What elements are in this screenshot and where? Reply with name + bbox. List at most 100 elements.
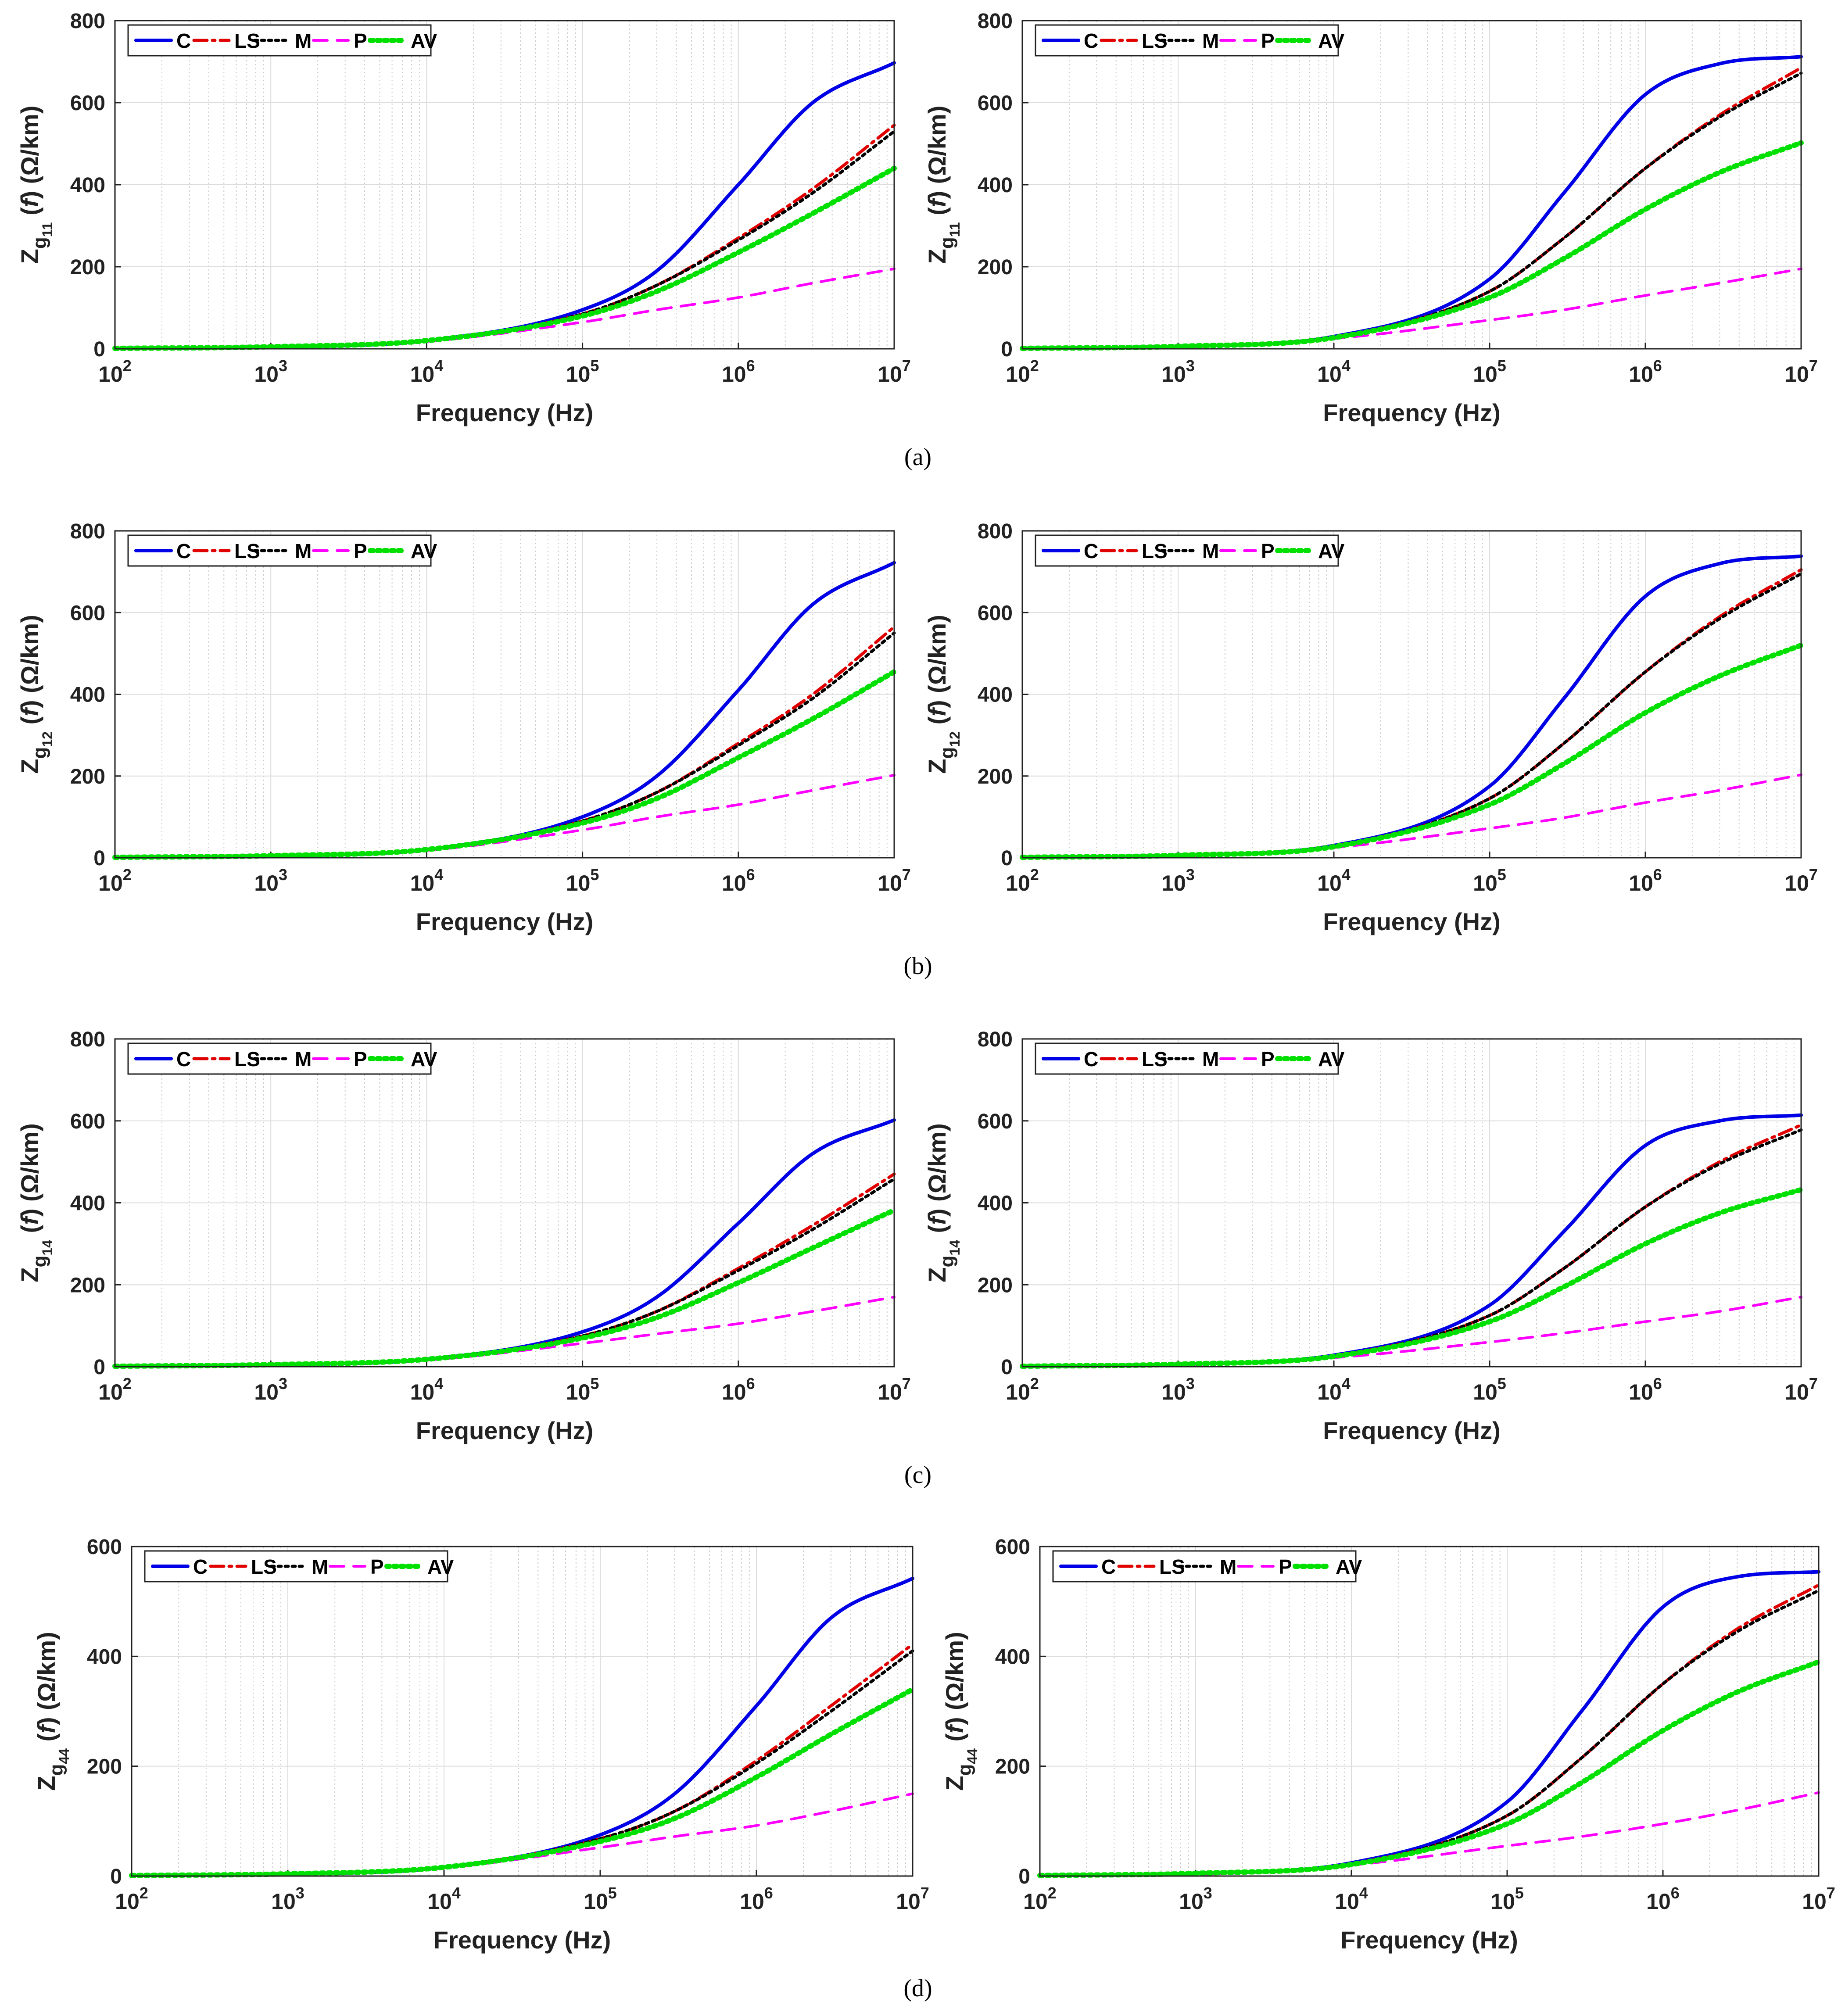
legend-label-P: P (1261, 1048, 1275, 1071)
caption-b: (b) (903, 952, 932, 980)
y-tick-label: 600 (70, 92, 105, 115)
x-tick-label: 102 (1006, 866, 1039, 895)
x-tick-label: 107 (1784, 357, 1818, 387)
y-tick-label: 0 (1001, 338, 1013, 361)
x-tick-label: 106 (722, 1375, 755, 1404)
legend-label-AV: AV (1318, 29, 1345, 52)
y-tick-label: 400 (978, 1192, 1013, 1215)
legend-label-P: P (354, 29, 367, 52)
legend-label-P: P (370, 1555, 384, 1578)
legend-label-C: C (193, 1555, 208, 1578)
y-tick-label: 200 (978, 1274, 1013, 1297)
x-tick-label: 107 (878, 866, 911, 895)
x-tick-label: 107 (1784, 1375, 1818, 1404)
y-tick-label: 600 (70, 602, 105, 625)
legend-label-M: M (1202, 540, 1219, 562)
legend-label-C: C (1084, 540, 1098, 562)
x-tick-label: 105 (1473, 357, 1506, 387)
axes-box (131, 1546, 914, 1877)
legend-label-M: M (1202, 29, 1219, 52)
y-tick-label: 0 (93, 847, 105, 870)
legend-label-C: C (176, 29, 191, 52)
plot-area (132, 1547, 913, 1876)
x-tick-label: 103 (1161, 357, 1195, 387)
legend: C LS M P AV (1035, 534, 1345, 567)
legend-label-AV: AV (1318, 540, 1345, 562)
y-axis-label: Zg11 (f) (Ω/km) (923, 106, 963, 264)
caption-a: (a) (904, 444, 932, 471)
x-tick-label: 107 (1784, 866, 1818, 895)
x-tick-label: 106 (722, 357, 755, 387)
x-tick-label: 107 (896, 1884, 929, 1914)
legend-label-M: M (312, 1555, 328, 1578)
x-tick-label: 102 (98, 357, 132, 387)
x-tick-label: 107 (878, 1375, 911, 1404)
x-tick-label: 104 (1317, 1375, 1351, 1404)
x-tick-label: 102 (98, 1375, 132, 1404)
x-tick-label: 105 (1490, 1884, 1524, 1914)
y-tick-label: 400 (978, 174, 1013, 197)
axes-box (114, 20, 895, 350)
legend-label-C: C (176, 1048, 191, 1071)
x-tick-label: 106 (1629, 866, 1662, 895)
series-line-AV (112, 669, 897, 860)
legend-label-P: P (1261, 29, 1275, 52)
x-tick-label: 106 (1646, 1884, 1680, 1914)
y-axis-label: Zg14 (f) (Ω/km) (923, 1123, 963, 1282)
x-tick-label: 102 (115, 1884, 148, 1914)
axes-box (1021, 20, 1802, 350)
x-tick-label: 103 (254, 1375, 287, 1404)
legend-label-AV: AV (427, 1555, 454, 1578)
legend-label-P: P (354, 1048, 367, 1071)
x-tick-label: 102 (1006, 1375, 1039, 1404)
x-axis-label: Frequency (Hz) (416, 399, 594, 426)
x-tick-label: 105 (566, 866, 599, 895)
y-tick-label: 0 (1001, 847, 1013, 870)
legend: C LS M P AV (1052, 1550, 1362, 1583)
y-tick-label: 800 (70, 10, 105, 33)
y-tick-label: 600 (978, 92, 1013, 115)
x-tick-label: 104 (410, 866, 444, 895)
legend-label-AV: AV (1318, 1048, 1345, 1071)
legend-label-P: P (354, 540, 367, 562)
y-axis-label: Zg12 (f) (Ω/km) (923, 615, 963, 773)
x-tick-label: 105 (584, 1884, 617, 1914)
y-tick-label: 200 (70, 765, 105, 788)
y-tick-label: 200 (995, 1755, 1030, 1779)
legend-label-M: M (295, 540, 312, 562)
x-tick-label: 105 (1473, 1375, 1506, 1404)
legend-label-M: M (295, 29, 312, 52)
y-tick-label: 600 (978, 1110, 1013, 1133)
y-tick-label: 800 (978, 1028, 1013, 1051)
x-tick-label: 102 (1006, 357, 1039, 387)
x-tick-label: 104 (1335, 1884, 1368, 1914)
axes-box (1021, 530, 1802, 859)
x-tick-label: 103 (254, 866, 287, 895)
x-tick-label: 105 (566, 357, 599, 387)
x-tick-label: 102 (98, 866, 132, 895)
x-tick-label: 107 (878, 357, 911, 387)
x-axis-label: Frequency (Hz) (1323, 1417, 1501, 1444)
x-tick-label: 105 (566, 1375, 599, 1404)
legend-label-P: P (1279, 1555, 1292, 1578)
y-axis-label: Zg44 (f) (Ω/km) (941, 1632, 980, 1790)
x-tick-label: 107 (1802, 1884, 1835, 1914)
series-line-AV (1020, 140, 1804, 351)
y-tick-label: 400 (87, 1645, 122, 1669)
series-line-AV (1020, 642, 1804, 860)
axes-box (114, 530, 895, 859)
series-line-AV (129, 1687, 915, 1878)
y-tick-label: 200 (70, 1274, 105, 1297)
y-tick-label: 0 (1018, 1865, 1030, 1888)
legend-label-P: P (1261, 540, 1275, 562)
y-tick-label: 600 (87, 1536, 122, 1559)
x-tick-label: 104 (410, 1375, 444, 1404)
y-tick-label: 800 (70, 1028, 105, 1051)
x-tick-label: 104 (427, 1884, 461, 1914)
